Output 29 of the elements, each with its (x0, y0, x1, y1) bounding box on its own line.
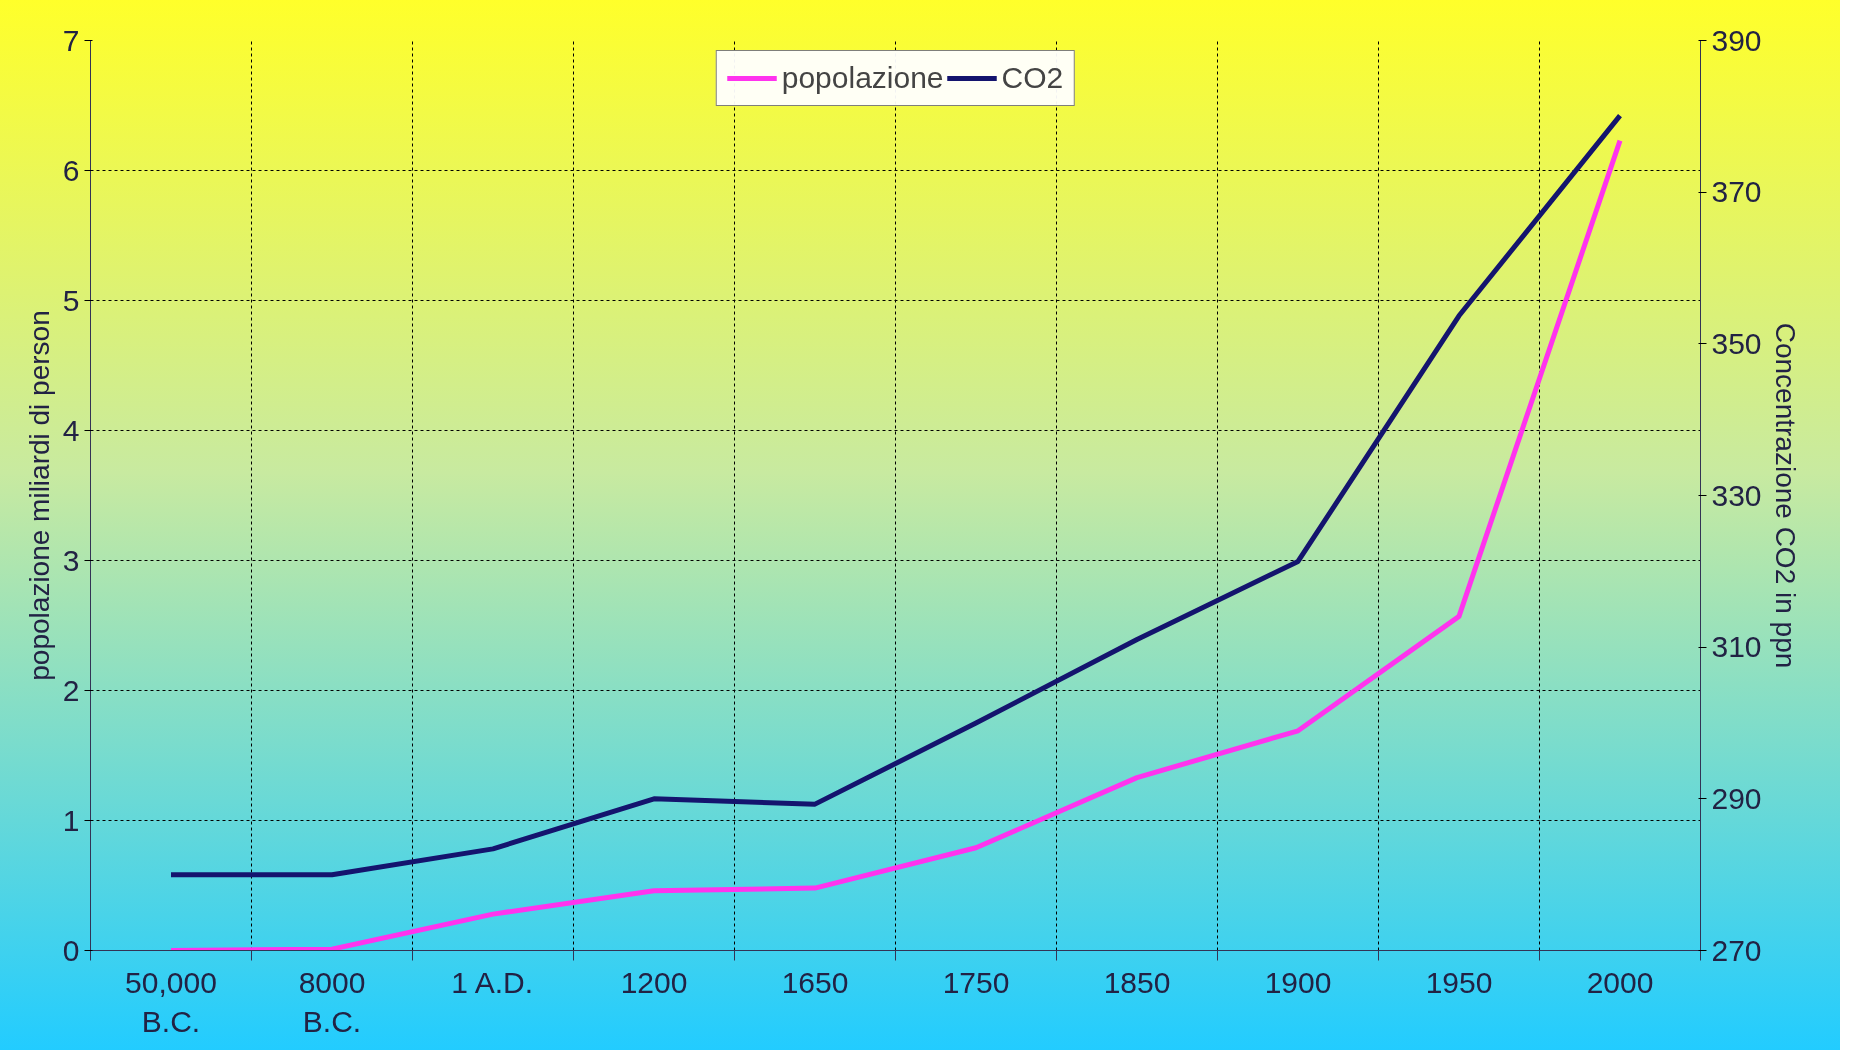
y2-tick-label: 390 (1711, 23, 1762, 57)
x-tick-label: 8000 B.C. (298, 965, 366, 1039)
x-tick-label: 1950 (1425, 965, 1493, 999)
y-tick-label: 1 (62, 803, 80, 837)
x-tick-label: 1900 (1264, 965, 1332, 999)
x-tick-label: 1 A.D. (451, 965, 534, 999)
x-tick-label: 2000 (1586, 965, 1654, 999)
y2-tick-label: 330 (1711, 478, 1762, 512)
y-tick-label: 6 (62, 153, 80, 187)
y2-tick-label: 350 (1711, 326, 1762, 360)
y-tick-label: 3 (62, 543, 80, 577)
legend-label: popolazione (781, 61, 944, 95)
x-tick-label: 1200 (620, 965, 688, 999)
x-tick-label: 1850 (1103, 965, 1171, 999)
y-tick-label: 4 (62, 413, 80, 447)
y-tick-label: 0 (62, 933, 80, 967)
y-tick-label: 2 (62, 673, 80, 707)
y-tick-label: 7 (62, 23, 80, 57)
y2-tick-label: 270 (1711, 933, 1762, 967)
y-tick-label: 5 (62, 283, 80, 317)
y2-tick-label: 370 (1711, 175, 1762, 209)
y2-tick-label: 310 (1711, 630, 1762, 664)
x-tick-label: 1750 (942, 965, 1010, 999)
x-tick-label: 1650 (781, 965, 849, 999)
legend-label: CO2 (1001, 61, 1064, 95)
y2-tick-label: 290 (1711, 781, 1762, 815)
y-axis-title: popolazione miliardi di person (23, 310, 55, 681)
y2-axis-title: Concentrazione CO2 in ppn (1769, 322, 1801, 669)
x-tick-label: 50,000 B.C. (125, 965, 217, 1039)
